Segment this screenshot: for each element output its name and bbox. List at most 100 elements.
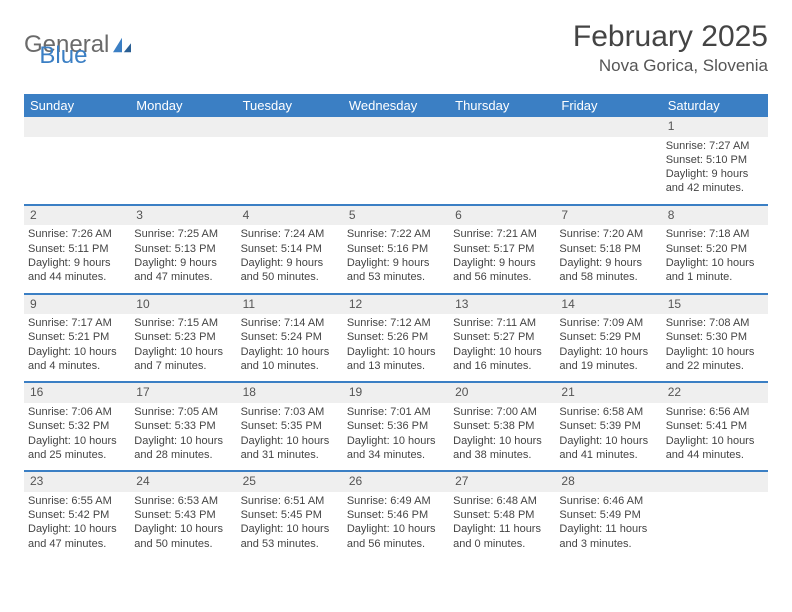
sunset-text: Sunset: 5:42 PM	[28, 508, 126, 522]
sunset-text: Sunset: 5:18 PM	[559, 242, 657, 256]
sunset-text: Sunset: 5:32 PM	[28, 419, 126, 433]
sunset-text: Sunset: 5:11 PM	[28, 242, 126, 256]
week-detail-row: Sunrise: 6:55 AMSunset: 5:42 PMDaylight:…	[24, 492, 768, 559]
daylight-text: Daylight: 10 hours and 56 minutes.	[347, 522, 445, 551]
day-number-cell: 10	[130, 294, 236, 315]
week-daynum-row: 9101112131415	[24, 294, 768, 315]
day-detail-cell: Sunrise: 7:15 AMSunset: 5:23 PMDaylight:…	[130, 314, 236, 382]
week-detail-row: Sunrise: 7:27 AMSunset: 5:10 PMDaylight:…	[24, 137, 768, 205]
page-header: General Blue February 2025 Nova Gorica, …	[24, 20, 768, 76]
day-number-cell: 24	[130, 471, 236, 492]
day-detail-cell	[237, 137, 343, 205]
day-detail-cell: Sunrise: 7:26 AMSunset: 5:11 PMDaylight:…	[24, 225, 130, 293]
sunrise-text: Sunrise: 6:46 AM	[559, 494, 657, 508]
day-detail-cell: Sunrise: 7:27 AMSunset: 5:10 PMDaylight:…	[662, 137, 768, 205]
sunrise-text: Sunrise: 7:03 AM	[241, 405, 339, 419]
sunrise-text: Sunrise: 7:09 AM	[559, 316, 657, 330]
sunrise-text: Sunrise: 7:01 AM	[347, 405, 445, 419]
sunset-text: Sunset: 5:29 PM	[559, 330, 657, 344]
sunset-text: Sunset: 5:49 PM	[559, 508, 657, 522]
sunrise-text: Sunrise: 7:27 AM	[666, 139, 764, 153]
day-number-cell	[237, 117, 343, 137]
weekday-header: Saturday	[662, 94, 768, 117]
day-detail-cell: Sunrise: 7:11 AMSunset: 5:27 PMDaylight:…	[449, 314, 555, 382]
sunrise-text: Sunrise: 7:05 AM	[134, 405, 232, 419]
daylight-text: Daylight: 10 hours and 53 minutes.	[241, 522, 339, 551]
day-detail-cell: Sunrise: 7:05 AMSunset: 5:33 PMDaylight:…	[130, 403, 236, 471]
weekday-header: Monday	[130, 94, 236, 117]
sunrise-text: Sunrise: 7:25 AM	[134, 227, 232, 241]
day-detail-cell: Sunrise: 6:51 AMSunset: 5:45 PMDaylight:…	[237, 492, 343, 559]
daylight-text: Daylight: 9 hours and 50 minutes.	[241, 256, 339, 285]
sunset-text: Sunset: 5:41 PM	[666, 419, 764, 433]
day-number-cell: 17	[130, 382, 236, 403]
daylight-text: Daylight: 10 hours and 47 minutes.	[28, 522, 126, 551]
day-detail-cell: Sunrise: 7:24 AMSunset: 5:14 PMDaylight:…	[237, 225, 343, 293]
sunset-text: Sunset: 5:16 PM	[347, 242, 445, 256]
week-detail-row: Sunrise: 7:17 AMSunset: 5:21 PMDaylight:…	[24, 314, 768, 382]
sunrise-text: Sunrise: 7:08 AM	[666, 316, 764, 330]
sunset-text: Sunset: 5:17 PM	[453, 242, 551, 256]
day-number-cell	[343, 117, 449, 137]
day-number-cell: 20	[449, 382, 555, 403]
day-number-cell: 4	[237, 205, 343, 226]
daylight-text: Daylight: 10 hours and 1 minute.	[666, 256, 764, 285]
day-number-cell: 9	[24, 294, 130, 315]
sunrise-text: Sunrise: 6:48 AM	[453, 494, 551, 508]
sunset-text: Sunset: 5:23 PM	[134, 330, 232, 344]
day-number-cell	[662, 471, 768, 492]
month-title: February 2025	[573, 20, 768, 54]
sunrise-text: Sunrise: 6:51 AM	[241, 494, 339, 508]
day-number-cell: 15	[662, 294, 768, 315]
day-detail-cell: Sunrise: 7:20 AMSunset: 5:18 PMDaylight:…	[555, 225, 661, 293]
sunrise-text: Sunrise: 6:58 AM	[559, 405, 657, 419]
sunset-text: Sunset: 5:10 PM	[666, 153, 764, 167]
sunset-text: Sunset: 5:35 PM	[241, 419, 339, 433]
day-detail-cell: Sunrise: 6:46 AMSunset: 5:49 PMDaylight:…	[555, 492, 661, 559]
daylight-text: Daylight: 10 hours and 34 minutes.	[347, 434, 445, 463]
sunrise-text: Sunrise: 7:18 AM	[666, 227, 764, 241]
day-detail-cell	[24, 137, 130, 205]
day-number-cell	[130, 117, 236, 137]
calendar-table: Sunday Monday Tuesday Wednesday Thursday…	[24, 94, 768, 559]
day-number-cell	[555, 117, 661, 137]
day-detail-cell: Sunrise: 6:56 AMSunset: 5:41 PMDaylight:…	[662, 403, 768, 471]
daylight-text: Daylight: 9 hours and 47 minutes.	[134, 256, 232, 285]
day-number-cell: 6	[449, 205, 555, 226]
week-detail-row: Sunrise: 7:06 AMSunset: 5:32 PMDaylight:…	[24, 403, 768, 471]
sunset-text: Sunset: 5:30 PM	[666, 330, 764, 344]
week-daynum-row: 232425262728	[24, 471, 768, 492]
daylight-text: Daylight: 10 hours and 44 minutes.	[666, 434, 764, 463]
logo: General Blue	[24, 20, 87, 70]
day-detail-cell: Sunrise: 7:21 AMSunset: 5:17 PMDaylight:…	[449, 225, 555, 293]
daylight-text: Daylight: 9 hours and 42 minutes.	[666, 167, 764, 196]
week-daynum-row: 1	[24, 117, 768, 137]
day-detail-cell: Sunrise: 7:08 AMSunset: 5:30 PMDaylight:…	[662, 314, 768, 382]
daylight-text: Daylight: 10 hours and 7 minutes.	[134, 345, 232, 374]
day-number-cell: 3	[130, 205, 236, 226]
day-detail-cell	[449, 137, 555, 205]
sunrise-text: Sunrise: 6:53 AM	[134, 494, 232, 508]
sunset-text: Sunset: 5:45 PM	[241, 508, 339, 522]
day-detail-cell: Sunrise: 6:48 AMSunset: 5:48 PMDaylight:…	[449, 492, 555, 559]
sunset-text: Sunset: 5:36 PM	[347, 419, 445, 433]
sunrise-text: Sunrise: 6:55 AM	[28, 494, 126, 508]
daylight-text: Daylight: 11 hours and 3 minutes.	[559, 522, 657, 551]
day-detail-cell: Sunrise: 6:53 AMSunset: 5:43 PMDaylight:…	[130, 492, 236, 559]
location: Nova Gorica, Slovenia	[573, 56, 768, 76]
title-block: February 2025 Nova Gorica, Slovenia	[573, 20, 768, 76]
day-detail-cell: Sunrise: 7:25 AMSunset: 5:13 PMDaylight:…	[130, 225, 236, 293]
daylight-text: Daylight: 10 hours and 22 minutes.	[666, 345, 764, 374]
daylight-text: Daylight: 9 hours and 44 minutes.	[28, 256, 126, 285]
sunrise-text: Sunrise: 7:20 AM	[559, 227, 657, 241]
daylight-text: Daylight: 10 hours and 50 minutes.	[134, 522, 232, 551]
day-number-cell	[449, 117, 555, 137]
day-detail-cell: Sunrise: 6:55 AMSunset: 5:42 PMDaylight:…	[24, 492, 130, 559]
day-detail-cell: Sunrise: 7:14 AMSunset: 5:24 PMDaylight:…	[237, 314, 343, 382]
sunset-text: Sunset: 5:38 PM	[453, 419, 551, 433]
weekday-header-row: Sunday Monday Tuesday Wednesday Thursday…	[24, 94, 768, 117]
day-number-cell: 18	[237, 382, 343, 403]
day-detail-cell: Sunrise: 7:17 AMSunset: 5:21 PMDaylight:…	[24, 314, 130, 382]
daylight-text: Daylight: 9 hours and 56 minutes.	[453, 256, 551, 285]
sunset-text: Sunset: 5:39 PM	[559, 419, 657, 433]
